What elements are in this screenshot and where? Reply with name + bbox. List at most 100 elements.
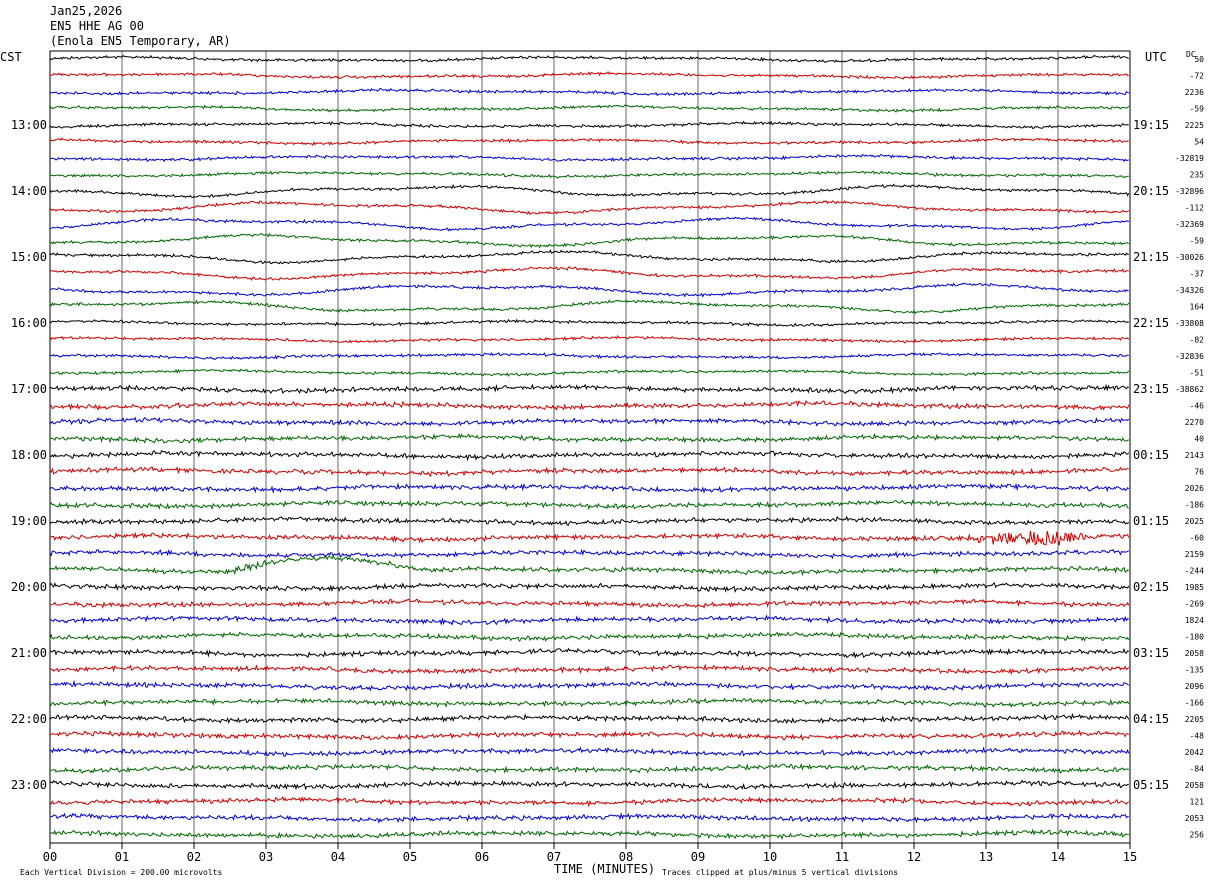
dc-offset-label: 1824 [1185, 616, 1204, 625]
trace-line [49, 598, 1130, 609]
right-hour-label: 02:15 [1133, 580, 1169, 594]
trace-line [49, 482, 1130, 494]
trace-line [49, 530, 1130, 546]
dc-offset-label: -59 [1190, 105, 1205, 114]
trace-line [49, 249, 1129, 265]
trace-line [49, 335, 1130, 344]
dc-offset-label: -48 [1190, 732, 1205, 741]
left-hour-labels: 13:00 14:00 15:00 16:00 17:00 18:00 19:00 20:00… [11, 118, 47, 792]
right-hour-labels: 19:15 20:15 21:15 22:15 23:15 00:15 01:15 02:15… [1133, 118, 1169, 792]
dc-label: DC [1186, 50, 1196, 59]
dc-offset-label: 235 [1190, 171, 1205, 180]
dc-offset-label: 2205 [1185, 715, 1204, 724]
left-hour-label: 15:00 [11, 250, 47, 264]
left-zone-label: CST [0, 50, 22, 64]
right-zone-label: UTC [1145, 50, 1167, 64]
header-date: Jan25,2026 [50, 4, 123, 18]
trace-line [49, 746, 1130, 757]
plot-frame [49, 50, 1131, 844]
trace-line [49, 266, 1129, 281]
dc-offset-label: 164 [1190, 303, 1205, 312]
dc-offset-label: 76 [1194, 468, 1204, 477]
trace-line [49, 450, 1130, 462]
x-tick-label: 12 [907, 850, 921, 864]
dc-offset-label: 54 [1194, 138, 1204, 147]
x-tick-label: 14 [1051, 850, 1065, 864]
dc-offset-label: -166 [1185, 699, 1204, 708]
x-tick-label: 00 [43, 850, 57, 864]
trace-line [49, 318, 1130, 328]
trace-line [49, 631, 1130, 642]
dc-offset-label: 2236 [1185, 88, 1204, 97]
x-tick-label: 13 [979, 850, 993, 864]
right-hour-label: 21:15 [1133, 250, 1169, 264]
header-station: (Enola EN5 Temporary, AR) [50, 34, 231, 48]
dc-offset-label: -112 [1185, 204, 1204, 213]
trace-line [49, 87, 1130, 97]
dc-offset-label: 256 [1190, 831, 1205, 840]
dc-offset-label: 2159 [1185, 550, 1204, 559]
left-hour-label: 22:00 [11, 712, 47, 726]
x-tick-label: 10 [763, 850, 777, 864]
trace-line [49, 299, 1130, 315]
dc-offset-label: -59 [1190, 237, 1205, 246]
trace-line [49, 416, 1130, 427]
x-tick-label: 06 [475, 850, 489, 864]
trace-line [49, 548, 1130, 560]
trace-line [49, 137, 1129, 147]
trace-line [49, 54, 1129, 64]
dc-offset-label: -30026 [1175, 253, 1204, 262]
left-hour-label: 23:00 [11, 778, 47, 792]
dc-offset-label: 1985 [1185, 583, 1204, 592]
dc-offset-label: -32836 [1175, 352, 1204, 361]
right-hour-label: 05:15 [1133, 778, 1169, 792]
trace-line [49, 232, 1130, 249]
dc-offset-label: 2053 [1185, 814, 1204, 823]
dc-offset-label: -34326 [1175, 286, 1204, 295]
x-tick-label: 05 [403, 850, 417, 864]
left-hour-label: 18:00 [11, 448, 47, 462]
dc-offset-label: 2143 [1185, 451, 1204, 460]
seismic-traces [49, 54, 1130, 841]
x-tick-label: 08 [619, 850, 633, 864]
x-tick-label: 09 [691, 850, 705, 864]
dc-offset-label: -72 [1190, 72, 1205, 81]
x-tick-label: 07 [547, 850, 561, 864]
x-axis-title: TIME (MINUTES) [554, 862, 655, 876]
right-hour-label: 23:15 [1133, 382, 1169, 396]
right-hour-label: 20:15 [1133, 184, 1169, 198]
x-tick-label: 01 [115, 850, 129, 864]
header-channel: EN5 HHE AG 00 [50, 19, 144, 33]
dc-offset-label: -60 [1190, 534, 1205, 543]
dc-offset-label: 121 [1190, 798, 1205, 807]
dc-offset-label: 2058 [1185, 781, 1204, 790]
dc-offset-label: -38862 [1175, 385, 1204, 394]
dc-offset-label: -135 [1185, 666, 1204, 675]
x-tick-label: 02 [187, 850, 201, 864]
dc-offset-label: -180 [1185, 633, 1204, 642]
left-hour-label: 20:00 [11, 580, 47, 594]
dc-offset-label: -244 [1185, 567, 1204, 576]
x-axis-ticks: 00 01 02 03 04 05 06 07 08 09 10 11 12 13 14 15 [43, 843, 1137, 864]
left-hour-label: 21:00 [11, 646, 47, 660]
dc-offset-label: 2042 [1185, 748, 1204, 757]
left-hour-label: 16:00 [11, 316, 47, 330]
dc-offset-label: 2026 [1185, 484, 1204, 493]
dc-offset-label: -32369 [1175, 220, 1204, 229]
dc-offset-label: -82 [1190, 336, 1205, 345]
trace-line [49, 399, 1130, 411]
trace-line [49, 647, 1130, 659]
dc-offset-label: 2096 [1185, 682, 1204, 691]
dc-offset-label: -46 [1190, 402, 1205, 411]
dc-offset-label: -37 [1190, 270, 1205, 279]
trace-line [49, 200, 1130, 216]
trace-line [49, 282, 1129, 298]
trace-line [49, 466, 1130, 477]
trace-line [49, 104, 1130, 113]
left-hour-label: 13:00 [11, 118, 47, 132]
right-hour-label: 19:15 [1133, 118, 1169, 132]
dc-offset-label: 2225 [1185, 121, 1204, 130]
right-hour-label: 04:15 [1133, 712, 1169, 726]
trace-line [49, 351, 1129, 360]
